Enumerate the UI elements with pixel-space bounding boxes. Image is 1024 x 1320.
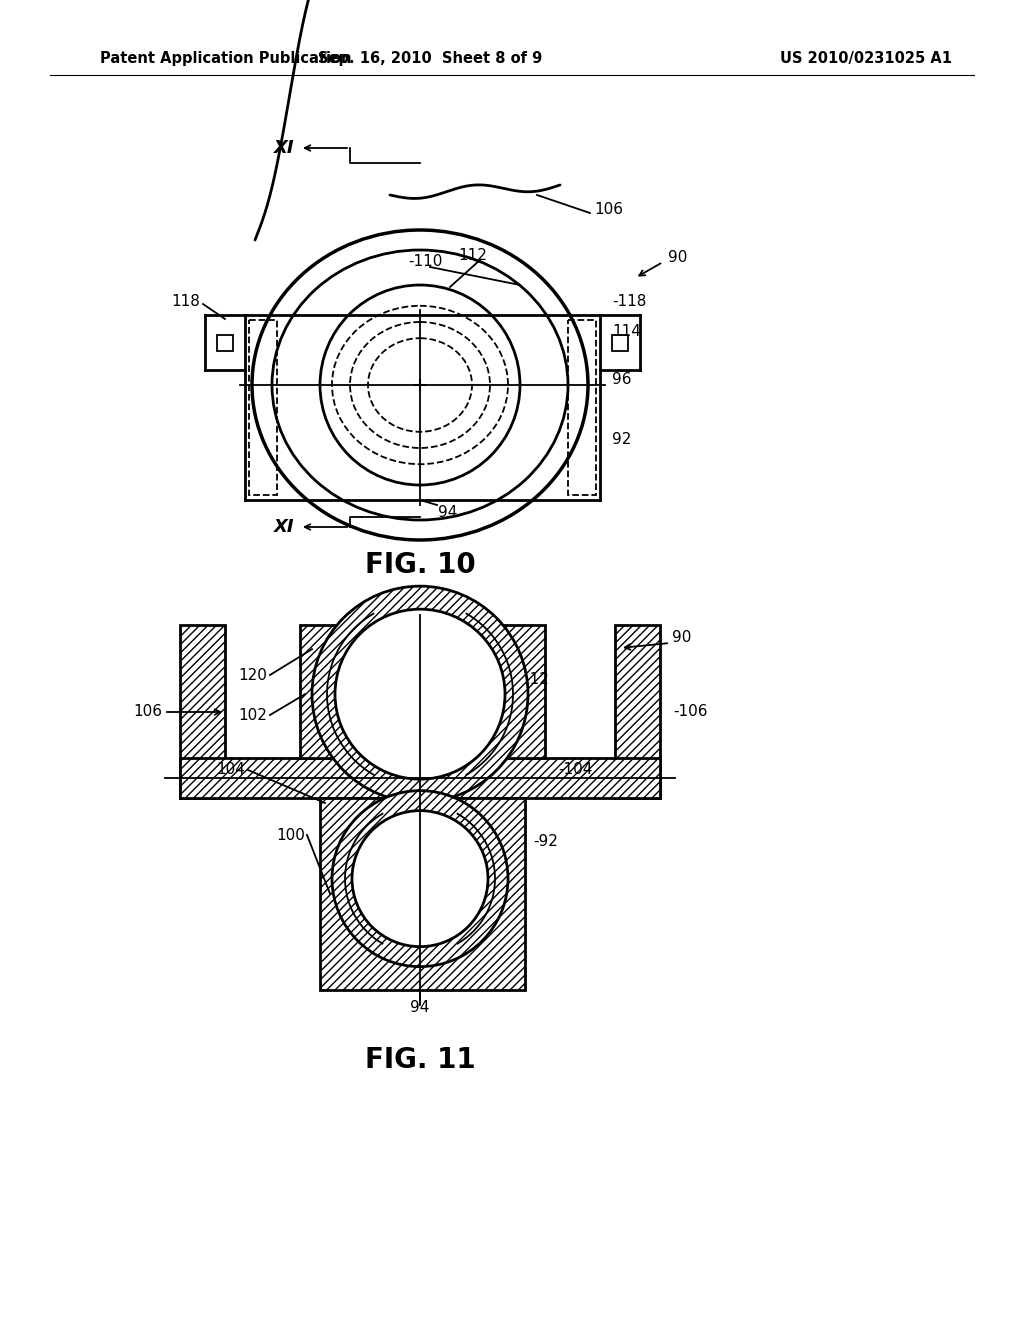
Text: Patent Application Publication: Patent Application Publication — [100, 50, 351, 66]
Text: Sep. 16, 2010  Sheet 8 of 9: Sep. 16, 2010 Sheet 8 of 9 — [317, 50, 542, 66]
Text: -106: -106 — [673, 705, 708, 719]
Bar — [217, 334, 233, 351]
Text: XI: XI — [274, 139, 295, 157]
Text: -92: -92 — [534, 834, 558, 850]
Text: -104: -104 — [558, 763, 592, 777]
Text: 112: 112 — [520, 672, 549, 688]
Bar — [249, 319, 278, 495]
Text: 112: 112 — [458, 248, 486, 263]
Text: 100: 100 — [276, 828, 305, 842]
Circle shape — [352, 810, 488, 946]
Bar — [319, 799, 525, 990]
Text: 90: 90 — [668, 251, 687, 265]
Text: -110: -110 — [408, 253, 442, 268]
Text: 106: 106 — [133, 705, 162, 719]
Circle shape — [335, 609, 505, 779]
Text: XI: XI — [274, 517, 295, 536]
Text: FIG. 10: FIG. 10 — [365, 550, 475, 579]
Text: 96: 96 — [612, 372, 632, 388]
Text: 92: 92 — [612, 433, 632, 447]
Circle shape — [331, 789, 509, 968]
Text: 118: 118 — [171, 294, 200, 309]
Text: -118: -118 — [612, 294, 646, 309]
Circle shape — [311, 585, 529, 803]
Bar — [568, 319, 596, 495]
Text: US 2010/0231025 A1: US 2010/0231025 A1 — [780, 50, 952, 66]
Text: 104: 104 — [216, 763, 245, 777]
Circle shape — [332, 791, 508, 966]
Text: 94: 94 — [411, 1001, 430, 1015]
Text: 106: 106 — [594, 202, 623, 218]
Text: 120: 120 — [239, 668, 267, 682]
Bar — [612, 334, 628, 351]
Text: 110: 110 — [436, 610, 465, 626]
Text: FIG. 11: FIG. 11 — [365, 1045, 475, 1074]
Bar — [300, 624, 545, 758]
Text: 94: 94 — [438, 506, 458, 520]
Text: 114: 114 — [612, 325, 641, 339]
Bar — [615, 624, 660, 799]
Text: 102: 102 — [239, 708, 267, 722]
Bar — [180, 624, 225, 799]
Bar — [180, 758, 660, 799]
Text: 90: 90 — [672, 631, 691, 645]
Circle shape — [312, 586, 528, 803]
